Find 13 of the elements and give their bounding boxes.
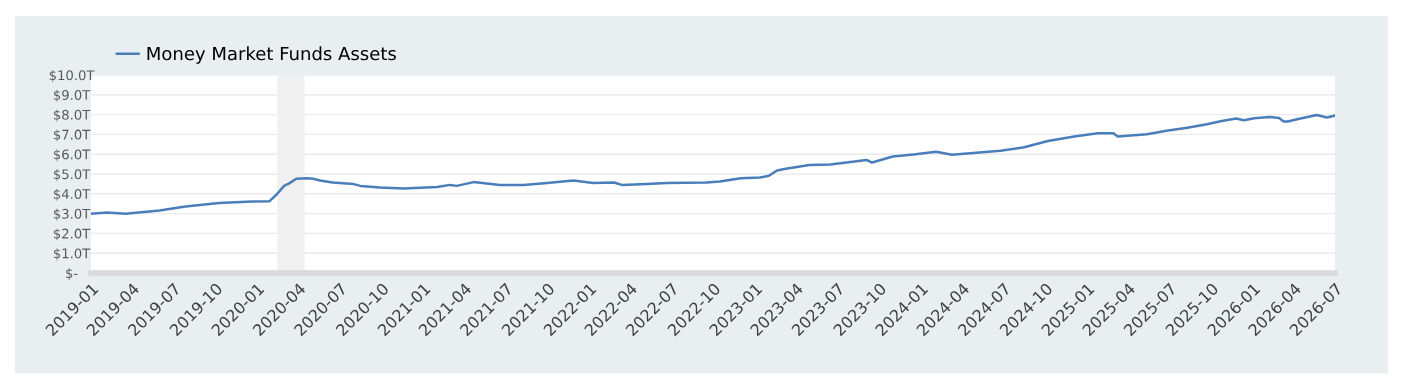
y-tick-label: $- — [66, 267, 78, 280]
y-tick-label: $8.0T — [53, 109, 91, 122]
y-tick-label: $10.0T — [49, 69, 95, 82]
legend-label: Money Market Funds Assets — [147, 46, 396, 64]
line-series — [91, 113, 1335, 216]
y-tick-label: $3.0T — [53, 208, 91, 221]
y-tick-label: $4.0T — [53, 188, 91, 201]
y-tick-label: $1.0T — [53, 248, 91, 261]
y-tick-label: $5.0T — [53, 168, 91, 181]
y-tick-label: $9.0T — [53, 89, 91, 102]
y-tick-label: $7.0T — [53, 129, 91, 142]
y-tick-label: $6.0T — [53, 149, 91, 162]
y-tick-label: $2.0T — [53, 228, 91, 241]
